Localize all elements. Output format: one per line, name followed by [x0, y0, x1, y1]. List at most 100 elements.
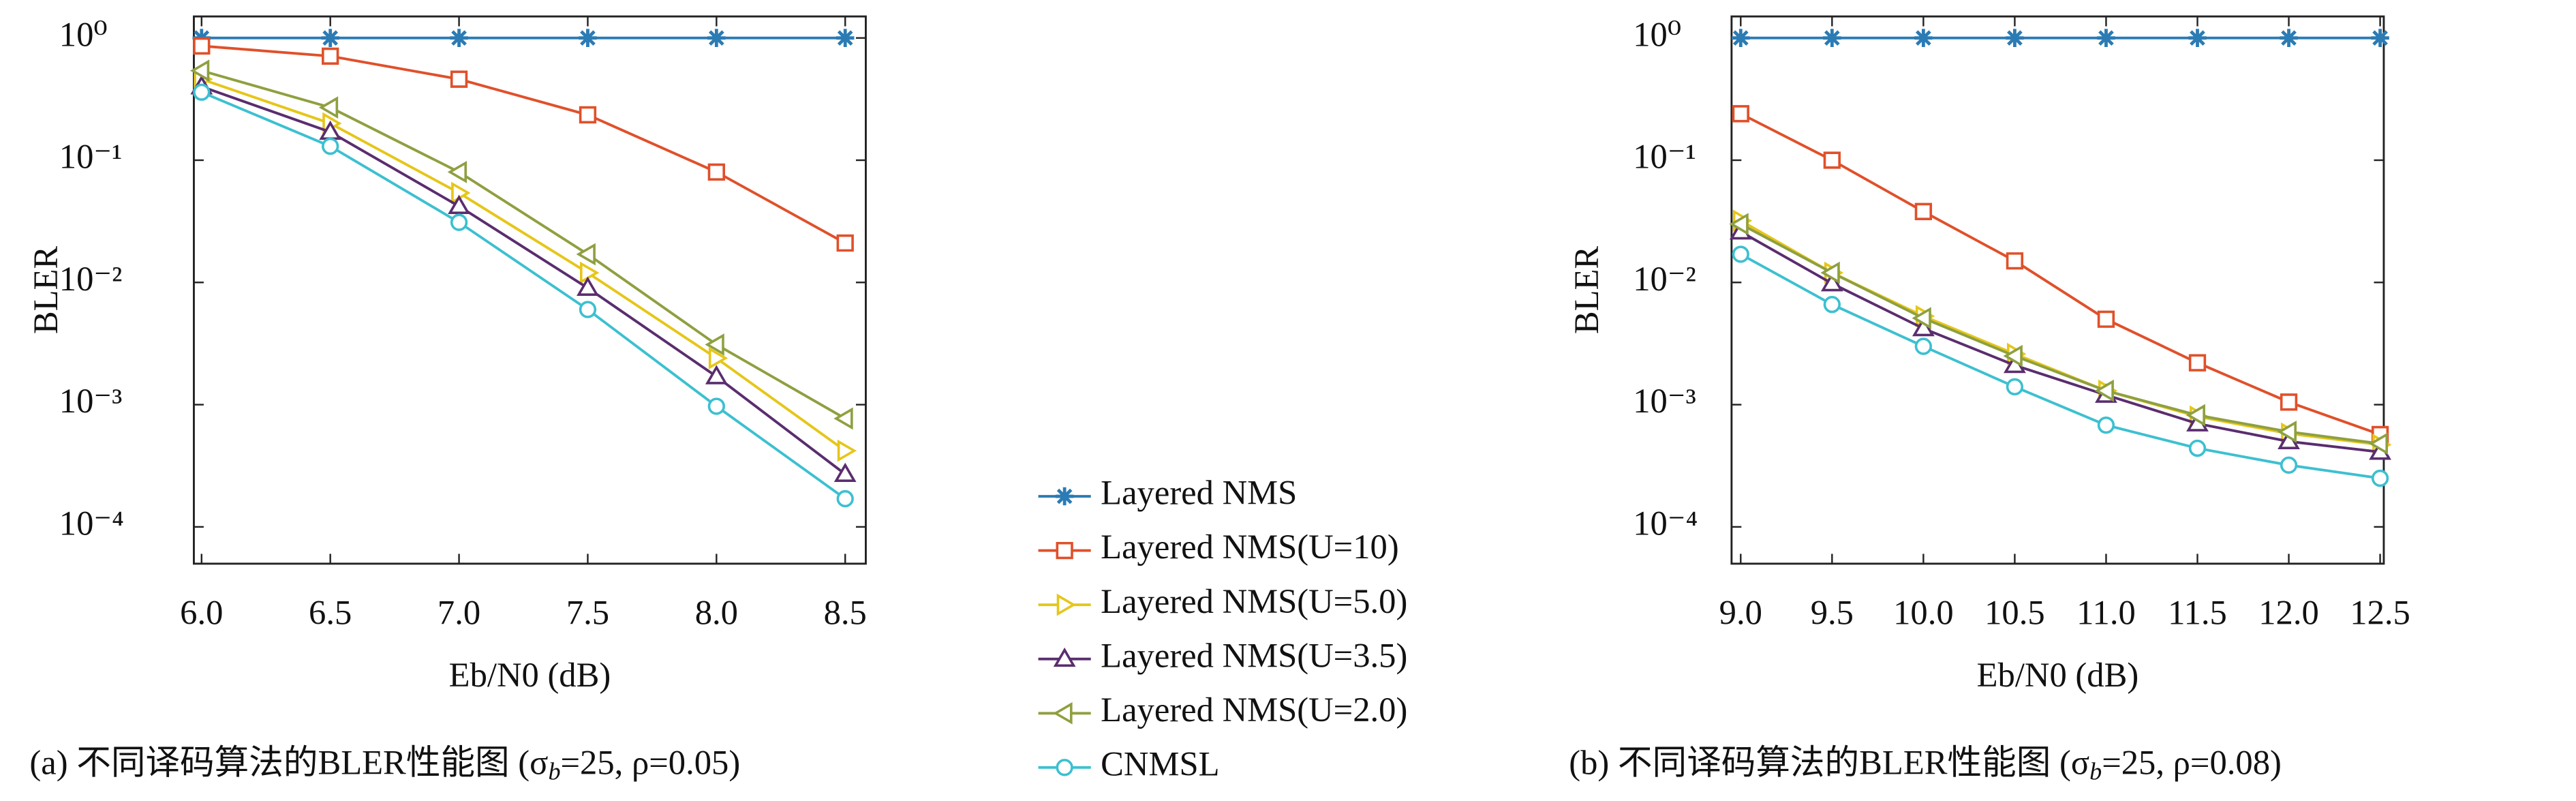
series-line [1740, 253, 2380, 480]
legend-label: Layered NMS(U=3.5) [1101, 636, 1407, 674]
marker [2371, 469, 2389, 487]
marker [705, 365, 728, 384]
marker [837, 439, 857, 462]
legend-label: Layered NMS(U=2.0) [1101, 691, 1407, 729]
marker [2003, 344, 2023, 367]
marker [1732, 29, 1750, 47]
x-axis-label: Eb/N0 (dB) [449, 656, 611, 694]
marker [1914, 202, 1933, 220]
marker [705, 333, 724, 356]
series-line [201, 69, 846, 420]
series-line [201, 85, 846, 476]
marker [1914, 337, 1933, 355]
marker [579, 29, 597, 47]
marker [322, 47, 339, 65]
marker [2006, 29, 2024, 47]
plot-frame [193, 15, 867, 565]
caption-rest: =25, ρ=0.08) [2102, 743, 2282, 781]
chart: 9.0 9.5 10.0 10.5 11.0 11.5 12.0 12.5 10⁰ 10⁻¹ 10⁻… [1567, 15, 2410, 785]
y-tick-label: 10⁻⁴ [1633, 504, 1698, 543]
x-tick-label: 8.0 [695, 594, 738, 632]
marker [2188, 29, 2207, 47]
legend-label: Layered NMS(U=10) [1101, 528, 1399, 566]
chart: 6.0 6.5 7.0 7.5 8.0 8.5 10⁰ 10⁻¹ 10⁻² 10⁻³ 10⁻⁴ BLE… [27, 15, 867, 785]
y-tick-label: 10⁻² [59, 260, 122, 298]
marker [193, 83, 211, 101]
marker [2006, 378, 2024, 396]
marker [1914, 29, 1933, 47]
y-axis-label: BLER [27, 246, 65, 335]
marker [2368, 432, 2389, 455]
marker [450, 29, 468, 47]
series-line [1740, 230, 2380, 453]
x-tick-label: 6.0 [180, 594, 223, 632]
marker [833, 407, 853, 430]
marker [193, 37, 211, 55]
marker [835, 29, 855, 47]
y-axis-label: BLER [1567, 246, 1606, 335]
marker [2277, 420, 2297, 443]
marker [707, 29, 726, 47]
series-line [201, 91, 846, 500]
y-tick-label: 10⁻² [1633, 260, 1696, 298]
x-tick-label: 12.5 [2350, 594, 2410, 632]
legend-label: CNMSL [1101, 744, 1219, 783]
legend: Layered NMS Layered NMS(U=10) Layered NMS(… [1038, 474, 1407, 783]
marker [2097, 29, 2115, 47]
marker [318, 96, 339, 119]
caption: (b) 不同译码算法的BLER性能图 (σb=25, ρ=0.08) [1569, 743, 2282, 785]
y-tick-label: 10⁻¹ [59, 138, 122, 176]
legend-marker [1056, 759, 1073, 776]
marker [2097, 310, 2115, 328]
marker [2280, 393, 2298, 411]
y-tick-label: 10⁻⁴ [59, 504, 124, 543]
x-tick-label: 11.5 [2168, 594, 2227, 632]
y-tick-label: 10⁰ [1633, 15, 1681, 53]
legend-label: Layered NMS [1101, 474, 1297, 512]
caption-sub: b [2089, 758, 2102, 785]
marker [1729, 213, 1749, 236]
y-tick-label: 10⁻³ [1633, 382, 1696, 420]
marker [579, 301, 597, 318]
marker [2280, 29, 2298, 47]
series-line [1740, 112, 2381, 436]
marker [708, 347, 729, 369]
marker [322, 137, 339, 155]
legend-marker [1056, 593, 1077, 616]
marker [2097, 416, 2115, 434]
legend-label: Layered NMS(U=5.0) [1101, 582, 1407, 620]
y-tick-label: 10⁻³ [59, 382, 122, 420]
marker [450, 213, 468, 231]
marker [2280, 456, 2298, 474]
marker [450, 70, 468, 88]
marker [707, 163, 725, 181]
marker [2186, 404, 2205, 427]
marker [576, 243, 596, 266]
x-tick-label: 12.0 [2258, 594, 2319, 632]
marker [1823, 29, 1841, 47]
marker [833, 462, 857, 483]
marker [2188, 354, 2207, 372]
marker [2006, 252, 2024, 270]
marker [2371, 29, 2389, 47]
marker [447, 160, 467, 183]
y-tick-label: 10⁰ [59, 15, 108, 53]
x-tick-label: 7.0 [438, 594, 480, 632]
series-line [1740, 220, 2380, 447]
marker [1823, 151, 1841, 169]
x-tick-label: 10.0 [1893, 594, 1954, 632]
marker [579, 106, 597, 124]
marker [2094, 379, 2114, 402]
marker [2188, 439, 2207, 457]
legend-marker [1056, 541, 1073, 560]
legend-marker [1053, 647, 1076, 667]
x-axis-label: Eb/N0 (dB) [1977, 656, 2139, 694]
series-line [1740, 223, 2380, 445]
caption-sub: b [548, 758, 560, 785]
caption-text: (b) 不同译码算法的BLER性能图 (σ [1569, 743, 2089, 781]
x-tick-label: 9.0 [1719, 594, 1762, 632]
marker [577, 276, 599, 296]
legend-marker [1055, 487, 1074, 506]
